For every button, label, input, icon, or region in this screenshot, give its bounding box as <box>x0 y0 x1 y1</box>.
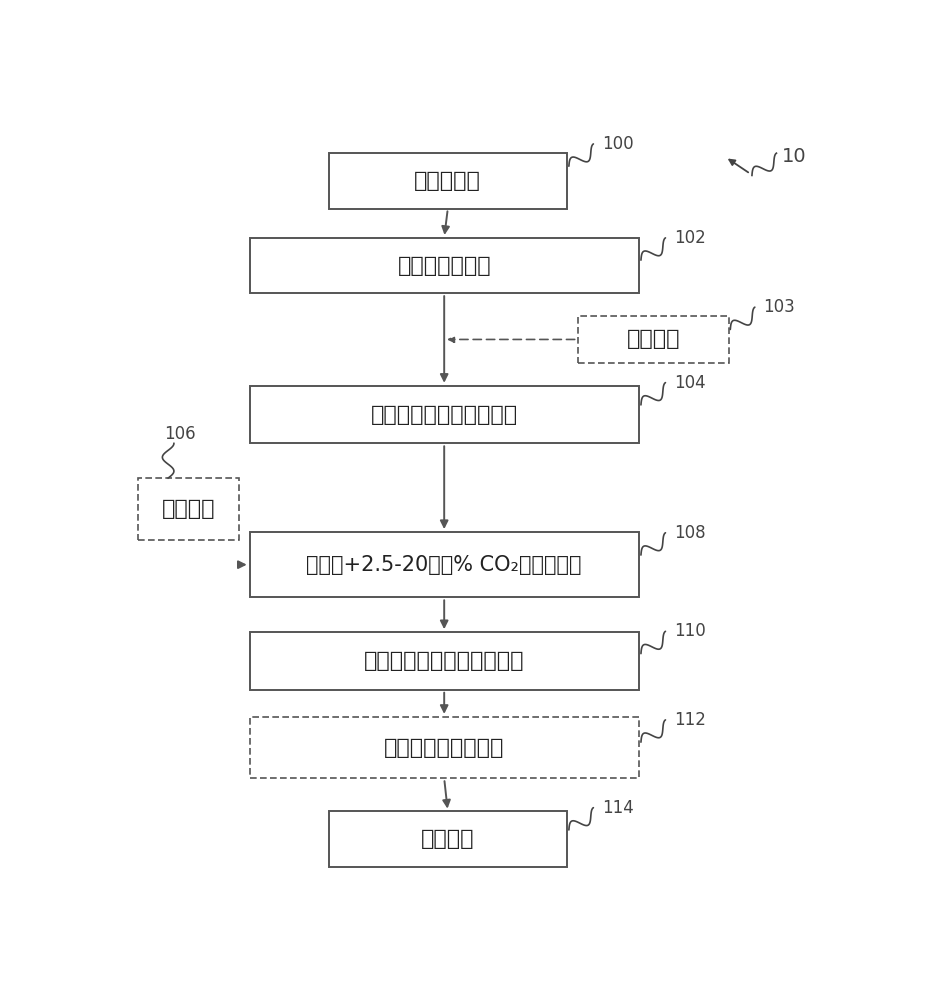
Bar <box>249 238 639 293</box>
Bar <box>329 811 566 867</box>
Text: 使蒸汽+2.5-20体积% CO₂流入固化室: 使蒸汽+2.5-20体积% CO₂流入固化室 <box>307 555 582 575</box>
Text: 100: 100 <box>602 135 633 153</box>
Text: 空气固化: 空气固化 <box>627 329 680 349</box>
Text: 混合混凝土: 混合混凝土 <box>415 171 481 191</box>
Text: 108: 108 <box>674 524 706 542</box>
Bar <box>249 717 639 778</box>
Text: 从固化室中去除混凝土制品: 从固化室中去除混凝土制品 <box>364 651 525 671</box>
Text: 将混凝土制品放入固化室: 将混凝土制品放入固化室 <box>371 405 518 425</box>
Bar <box>249 532 639 597</box>
Text: 用喷水进行空气固化: 用喷水进行空气固化 <box>384 738 504 758</box>
Bar <box>249 386 639 443</box>
Text: 产生蒸汽: 产生蒸汽 <box>162 499 215 519</box>
Text: 114: 114 <box>602 799 633 817</box>
Text: 106: 106 <box>165 425 196 443</box>
Text: 104: 104 <box>674 374 706 392</box>
Bar <box>138 478 239 540</box>
Text: 空气固化: 空气固化 <box>421 829 474 849</box>
Text: 110: 110 <box>674 622 706 640</box>
Text: 103: 103 <box>764 298 795 316</box>
Bar <box>329 153 566 209</box>
Text: 112: 112 <box>674 711 706 729</box>
Bar <box>578 316 729 363</box>
Text: 形成混凝土制品: 形成混凝土制品 <box>397 256 491 276</box>
Bar <box>249 632 639 690</box>
Text: 10: 10 <box>782 147 807 166</box>
Text: 102: 102 <box>674 229 706 247</box>
